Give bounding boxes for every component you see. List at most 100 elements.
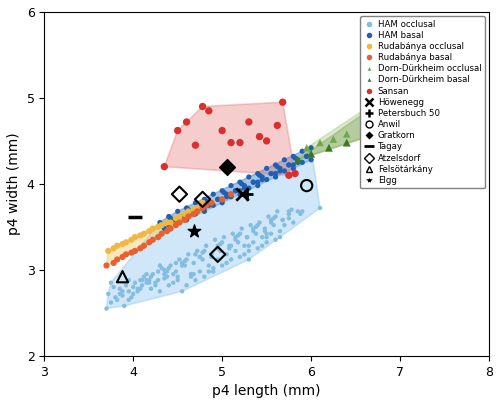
Point <box>129 284 137 290</box>
Point <box>202 202 210 209</box>
Point <box>208 251 216 258</box>
Point <box>267 171 275 177</box>
Point <box>252 230 260 237</box>
Point <box>396 122 404 129</box>
Point <box>432 110 440 117</box>
Point <box>468 59 475 65</box>
Point <box>174 277 182 284</box>
Point <box>229 230 237 237</box>
Point <box>176 256 184 263</box>
Point <box>196 254 204 260</box>
Point <box>325 145 333 151</box>
Point <box>298 159 306 166</box>
Point <box>145 239 153 245</box>
Point <box>254 222 262 228</box>
Point <box>396 113 404 120</box>
Point <box>149 271 157 277</box>
Point <box>154 224 162 230</box>
Point <box>238 225 246 232</box>
Point <box>145 228 153 234</box>
Point <box>236 139 244 146</box>
Point <box>181 211 189 217</box>
Point <box>198 103 206 110</box>
Point <box>174 273 182 280</box>
Point <box>160 275 168 281</box>
Point <box>378 119 386 125</box>
Point <box>258 176 266 183</box>
Point <box>190 228 198 234</box>
Point <box>463 52 471 58</box>
Point <box>291 155 299 161</box>
Point <box>184 208 192 215</box>
Point <box>262 234 270 241</box>
Point <box>227 182 235 189</box>
Point <box>280 157 288 163</box>
Point <box>104 291 112 297</box>
Point <box>131 234 139 241</box>
Point <box>131 248 139 254</box>
Point <box>110 260 118 266</box>
Point <box>262 165 270 172</box>
Point <box>102 305 110 312</box>
Point <box>200 208 208 215</box>
Point <box>176 219 184 226</box>
Point <box>218 262 226 269</box>
Point <box>116 286 124 292</box>
Point <box>163 228 171 234</box>
Point <box>436 102 444 108</box>
Point <box>240 182 248 189</box>
Point <box>187 208 195 215</box>
Point <box>258 243 266 249</box>
Point <box>142 277 150 284</box>
Point <box>198 196 206 202</box>
Point <box>174 219 182 226</box>
Point <box>190 271 198 277</box>
Point <box>156 262 164 269</box>
Point <box>196 254 204 260</box>
Point <box>152 282 160 288</box>
Point <box>236 179 244 185</box>
Point <box>196 205 204 211</box>
Point <box>118 292 126 299</box>
Point <box>218 127 226 134</box>
Point <box>290 165 298 172</box>
Polygon shape <box>298 51 472 160</box>
Point <box>342 139 350 146</box>
Point <box>285 208 293 215</box>
Point <box>307 145 315 151</box>
Point <box>243 234 251 241</box>
Point <box>254 182 262 189</box>
Point <box>227 139 235 146</box>
Point <box>196 268 204 275</box>
Point <box>147 273 155 280</box>
Point <box>302 182 310 189</box>
Point <box>128 237 136 243</box>
Point <box>238 181 246 187</box>
Point <box>272 162 280 168</box>
Point <box>234 239 242 245</box>
Point <box>142 279 150 286</box>
Point <box>193 208 201 215</box>
Point <box>264 213 272 220</box>
Point <box>214 243 222 249</box>
Point <box>276 168 284 174</box>
Polygon shape <box>164 102 295 175</box>
Point <box>172 215 180 222</box>
Point <box>184 213 192 220</box>
Point <box>140 273 148 280</box>
Point <box>298 208 306 215</box>
Point <box>166 262 174 269</box>
Point <box>210 268 218 275</box>
Point <box>270 222 278 228</box>
Point <box>294 208 302 215</box>
Point <box>192 211 200 217</box>
Point <box>450 96 458 103</box>
Point <box>360 133 368 140</box>
Point <box>192 142 200 148</box>
Point <box>182 256 190 263</box>
Point <box>360 125 368 131</box>
Point <box>210 202 218 209</box>
Point <box>138 282 146 288</box>
Point <box>236 230 244 237</box>
Point <box>192 251 200 258</box>
